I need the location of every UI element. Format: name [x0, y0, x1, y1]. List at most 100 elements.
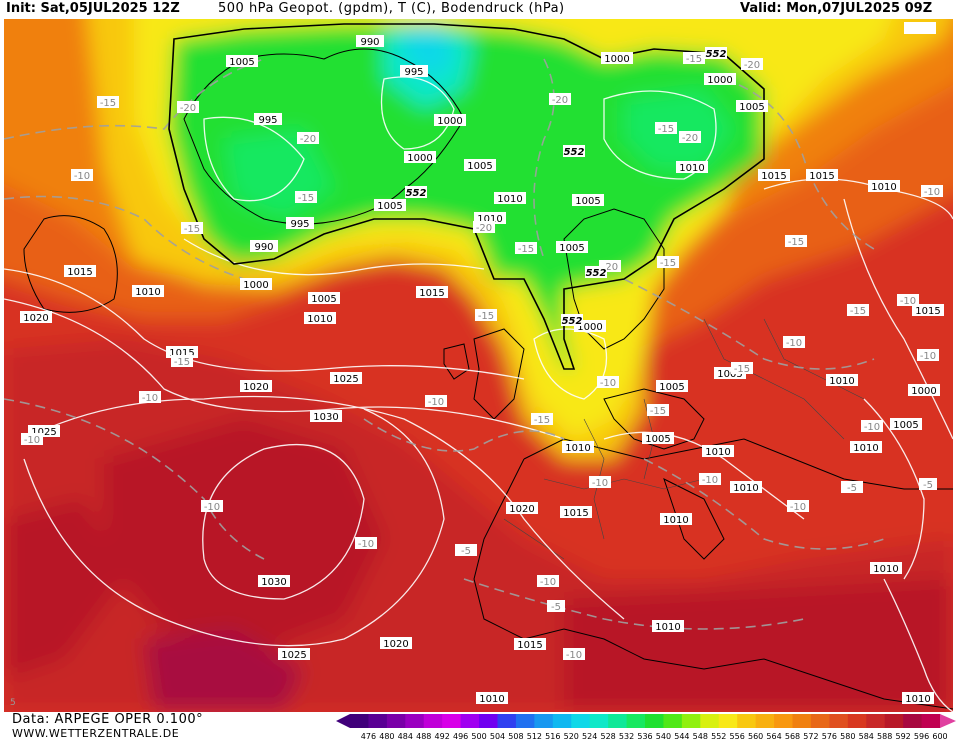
corner-mark: 5: [10, 698, 16, 708]
scale-swatch: [386, 714, 406, 728]
pressure-label: 1005: [659, 382, 684, 393]
scale-swatch: [737, 714, 757, 728]
scale-swatch: [718, 714, 738, 728]
temperature-label: -10: [142, 393, 158, 404]
pressure-label: 1015: [809, 171, 834, 182]
scale-swatch: [442, 714, 462, 728]
temperature-label: -15: [184, 224, 200, 235]
geopotential-label: 552: [562, 316, 583, 327]
pressure-label: 1000: [707, 75, 732, 86]
scale-tick-label: 588: [877, 732, 892, 741]
pressure-label: 1010: [565, 443, 590, 454]
isobars: [4, 76, 953, 712]
scale-tick-label: 584: [859, 732, 874, 741]
footer: Data: ARPEGE OPER 0.100° WWW.WETTERZENTR…: [0, 712, 959, 741]
temperature-label: -10: [428, 397, 444, 408]
scale-tick-label: 596: [914, 732, 929, 741]
svg-text:5: 5: [10, 698, 16, 708]
map-svg: 990 995 1005 1000 995 1000 1005 1000 100…: [4, 19, 953, 712]
scale-tick-label: 528: [600, 732, 615, 741]
temperature-label: -15: [298, 193, 314, 204]
scale-tick-label: 540: [656, 732, 671, 741]
pressure-label: 1005: [229, 57, 254, 68]
temperature-label: -15: [650, 406, 666, 417]
scale-swatch: [755, 714, 775, 728]
pressure-label: 1010: [477, 214, 502, 225]
scale-tick-label: 496: [453, 732, 468, 741]
temperature-label: -10: [74, 171, 90, 182]
temperature-label: -15: [534, 415, 550, 426]
pressure-label: 995: [290, 219, 309, 230]
temperature-label: -15: [788, 237, 804, 248]
website-link[interactable]: WWW.WETTERZENTRALE.DE: [12, 727, 180, 740]
scale-tick-label: 484: [398, 732, 413, 741]
temperature-label: -20: [552, 95, 568, 106]
temperature-label: -15: [850, 306, 866, 317]
color-scale: 476 480 484 488 492 496 500 504 508 512 516 520 524 5…: [336, 714, 956, 741]
scale-tick-label: 508: [508, 732, 523, 741]
temperature-label: -15: [100, 98, 116, 109]
pressure-label: 1010: [655, 622, 680, 633]
temperature-label: -10: [566, 650, 582, 661]
scale-tick-label: 568: [785, 732, 800, 741]
pressure-label: 1010: [497, 194, 522, 205]
scale-swatch: [423, 714, 443, 728]
data-source: Data: ARPEGE OPER 0.100°: [12, 712, 204, 727]
temperature-label: -10: [790, 502, 806, 513]
pressure-label: 1010: [871, 182, 896, 193]
pressure-label: 1015: [563, 508, 588, 519]
scale-swatch: [681, 714, 701, 728]
temperature-label: -10: [702, 475, 718, 486]
pressure-label: 1030: [261, 577, 286, 588]
temperature-label: -10: [24, 435, 40, 446]
pressure-label: 1015: [517, 640, 542, 651]
pressure-label: 1010: [679, 163, 704, 174]
pressure-label: 1010: [705, 447, 730, 458]
temperature-label: -10: [600, 378, 616, 389]
temperature-label: -20: [602, 262, 618, 273]
scale-swatch: [645, 714, 664, 728]
pressure-label: 1000: [577, 322, 602, 333]
scale-tick-label: 600: [932, 732, 947, 741]
pressure-label: 1020: [509, 504, 534, 515]
pressure-label: 1015: [169, 348, 194, 359]
scale-swatch: [368, 714, 388, 728]
temperature-label: -10: [864, 422, 880, 433]
pressure-label: 1000: [604, 54, 629, 65]
temperature-label: -10: [204, 502, 220, 513]
scale-tick-label: 480: [379, 732, 394, 741]
scale-swatch: [589, 714, 609, 728]
pressure-label: 1010: [479, 694, 504, 705]
scale-tick-label: 512: [527, 732, 542, 741]
temperature-label: -10: [540, 577, 556, 588]
init-time: Init: Sat,05JUL2025 12Z: [6, 1, 180, 16]
scale-swatch: [810, 714, 830, 728]
scale-swatch: [460, 714, 480, 728]
temperature-label: -15: [686, 54, 702, 65]
temperature-label: -10: [786, 338, 802, 349]
isotherms: [4, 58, 885, 630]
scale-swatch: [903, 714, 923, 728]
geopotential-label: 552: [706, 49, 727, 60]
scale-swatch: [663, 714, 683, 728]
scale-swatch: [534, 714, 554, 728]
pressure-label: 1020: [23, 313, 48, 324]
scale-tick-label: 564: [766, 732, 781, 741]
temperature-label: -10: [920, 351, 936, 362]
pressure-label: 1020: [243, 382, 268, 393]
pressure-label: 1010: [829, 376, 854, 387]
scale-swatch: [626, 714, 646, 728]
scale-tick-label: 500: [471, 732, 486, 741]
pressure-label: 1010: [733, 483, 758, 494]
pressure-label: 1015: [915, 306, 940, 317]
temperature-label: -5: [847, 483, 857, 494]
pressure-label: 1015: [419, 288, 444, 299]
geopotential-label: 552: [406, 188, 427, 199]
pressure-label: 1005: [377, 201, 402, 212]
temperature-label: -20: [180, 103, 196, 114]
pressure-label: 1010: [905, 694, 930, 705]
scale-tick-label: 524: [582, 732, 597, 741]
pressure-label: 990: [254, 242, 273, 253]
temperature-label: -20: [682, 133, 698, 144]
pressure-label: 1005: [575, 196, 600, 207]
